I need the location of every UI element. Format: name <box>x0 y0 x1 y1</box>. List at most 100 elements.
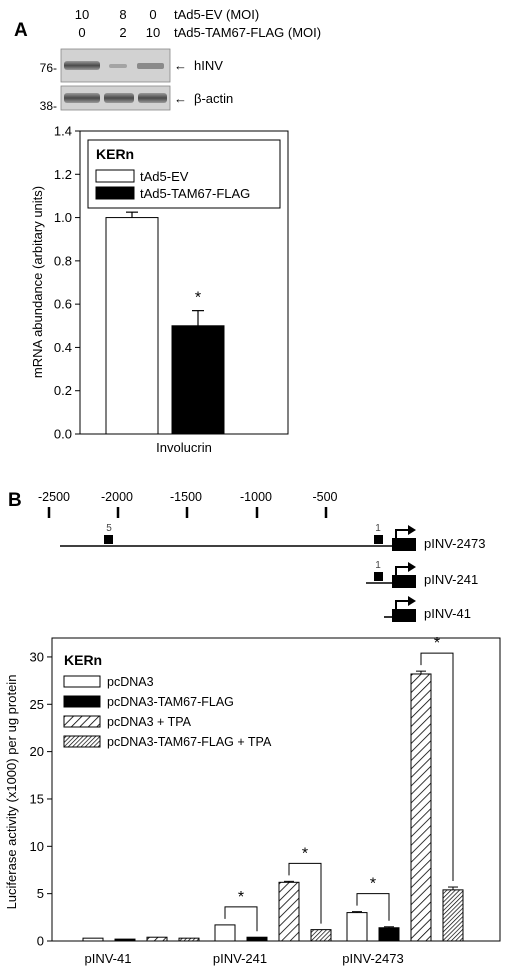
bar <box>378 927 400 942</box>
legend: KERn pcDNA3 pcDNA3-TAM67-FLAG pcDNA3 + T… <box>63 652 272 749</box>
y-tick-label: 20 <box>30 744 44 759</box>
scale-tick-label: -1500 <box>170 490 202 504</box>
ap1-site-5 <box>104 535 113 544</box>
moi-row-label: tAd5-EV (MOI) <box>174 7 259 22</box>
y-axis-label: Luciferase activity (x1000) per ug prote… <box>4 675 19 910</box>
site-label: 1 <box>375 560 381 571</box>
significance-star: * <box>302 845 308 862</box>
significance-star: * <box>370 876 376 893</box>
significance-star: * <box>195 290 201 307</box>
scale-tick-label: -2000 <box>101 490 133 504</box>
blot-actin: 38- ← β-actin <box>40 85 233 113</box>
bar <box>310 929 332 942</box>
y-tick-label: 10 <box>30 839 44 854</box>
y-tick-label: 0 <box>37 934 44 949</box>
y-axis: 0 5 10 15 20 25 30 <box>30 649 52 949</box>
exon-box <box>392 538 416 551</box>
site-label: 5 <box>106 523 112 534</box>
construct-pinv-2473: 5 1 pINV-2473 <box>60 523 485 551</box>
construct-pinv-41: pINV-41 <box>384 596 471 622</box>
legend-label: pcDNA3-TAM67-FLAG <box>107 695 234 709</box>
x-tick-label: pINV-2473 <box>342 951 403 966</box>
band-actin-lane2 <box>104 93 134 103</box>
legend-label: pcDNA3 <box>107 675 154 689</box>
y-tick-label: 0.2 <box>54 383 72 398</box>
transcription-start-arrow-icon <box>395 600 408 609</box>
band-hinv-lane1 <box>64 61 100 70</box>
y-tick-label: 0.0 <box>54 427 72 442</box>
y-tick-label: 1.0 <box>54 210 72 225</box>
construct-name: pINV-241 <box>424 572 478 587</box>
scale-tick-label: -500 <box>312 490 337 504</box>
blot-marker: 76- <box>40 61 57 75</box>
x-tick-labels: Involucrin <box>156 440 212 455</box>
legend: KERn tAd5-EV tAd5-TAM67-FLAG <box>87 139 281 209</box>
arrowhead-icon <box>408 525 416 535</box>
y-tick-label: 0.4 <box>54 340 72 355</box>
legend-label: pcDNA3-TAM67-FLAG + TPA <box>107 735 272 749</box>
y-tick-label: 15 <box>30 791 44 806</box>
blot-label: hINV <box>194 58 223 73</box>
arrow-icon: ← <box>174 58 187 73</box>
y-tick-label: 0.6 <box>54 297 72 312</box>
moi-row-1: 10 8 0 tAd5-EV (MOI) <box>75 7 259 22</box>
arrow-icon: ← <box>174 91 187 106</box>
luciferase-chart: 0 5 10 15 20 25 30 Luciferase activity (x1000)… <box>4 635 501 966</box>
chart-frame <box>51 637 501 942</box>
moi-row-label: tAd5-TAM67-FLAG (MOI) <box>174 25 321 40</box>
moi-value: 8 <box>119 7 126 22</box>
transcription-start-arrow-icon <box>395 566 408 575</box>
legend-swatch <box>95 186 135 200</box>
bar <box>105 217 159 435</box>
x-tick-label: Involucrin <box>156 440 212 455</box>
bar <box>146 936 168 942</box>
bar <box>442 889 464 942</box>
y-tick-label: 0.8 <box>54 253 72 268</box>
moi-value: 0 <box>78 25 85 40</box>
significance-bracket <box>420 652 454 882</box>
blot-marker: 38- <box>40 99 57 113</box>
arrowhead-icon <box>408 596 416 606</box>
bar <box>346 912 368 942</box>
bars: * * * * <box>82 635 464 942</box>
exon-box <box>392 609 416 622</box>
panel-a-label: A <box>14 20 28 41</box>
panel-a: A 10 8 0 tAd5-EV (MOI) 0 2 10 tAd5-TAM67… <box>14 7 321 113</box>
cell-label: KERn <box>64 652 102 668</box>
legend-swatch <box>63 675 101 688</box>
legend-swatch <box>63 735 101 748</box>
significance-star: * <box>434 635 440 652</box>
mrna-chart: 0.0 0.2 0.4 0.6 0.8 1.0 1.2 1.4 mRNA abundance … <box>30 124 289 455</box>
site-label: 1 <box>375 523 381 534</box>
y-axis: 0.0 0.2 0.4 0.6 0.8 1.0 1.2 1.4 <box>54 124 80 442</box>
panel-b: B -2500 -2000 -1500 -1000 -500 5 1 pINV-… <box>8 490 485 622</box>
band-actin-lane3 <box>138 93 167 103</box>
y-tick-label: 1.2 <box>54 167 72 182</box>
moi-value: 10 <box>75 7 89 22</box>
legend-swatch <box>63 695 101 708</box>
scale-tick-label: -1000 <box>240 490 272 504</box>
moi-value: 0 <box>149 7 156 22</box>
y-tick-label: 30 <box>30 649 44 664</box>
bar <box>114 938 136 942</box>
band-hinv-lane3 <box>137 63 164 69</box>
bar <box>82 937 104 942</box>
moi-value: 10 <box>146 25 160 40</box>
construct-pinv-241: 1 pINV-241 <box>366 560 478 588</box>
bar <box>171 325 225 435</box>
legend-label: tAd5-EV <box>140 169 189 184</box>
significance-bracket <box>356 893 390 921</box>
ap1-site-1 <box>374 535 383 544</box>
significance-bracket <box>288 862 322 924</box>
bar <box>410 673 432 942</box>
y-tick-label: 25 <box>30 697 44 712</box>
significance-bracket <box>224 906 258 932</box>
x-tick-label: pINV-41 <box>85 951 132 966</box>
position-scale: -2500 -2000 -1500 -1000 -500 <box>38 490 338 518</box>
legend-label: pcDNA3 + TPA <box>107 715 192 729</box>
x-tick-label: pINV-241 <box>213 951 267 966</box>
ap1-site-1 <box>374 572 383 581</box>
bar <box>246 936 268 942</box>
legend-label: tAd5-TAM67-FLAG <box>140 186 250 201</box>
